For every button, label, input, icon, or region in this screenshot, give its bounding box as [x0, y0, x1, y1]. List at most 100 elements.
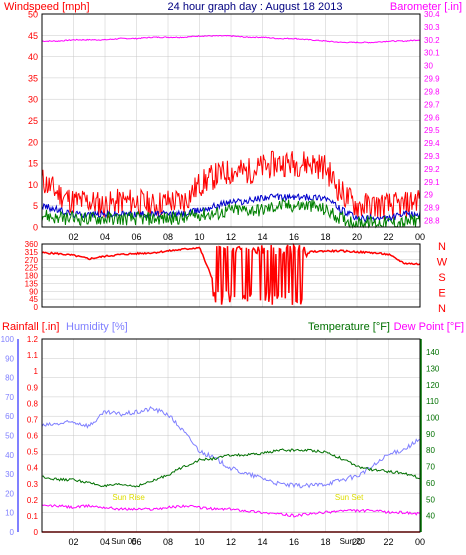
barometer-tick-label: 28.8: [424, 217, 440, 226]
humidity-tick-label: 80: [5, 374, 14, 383]
barometer-tick-label: 29.6: [424, 113, 440, 122]
compass-label: N: [438, 241, 446, 253]
windspeed-axis-title: Windspeed [mph]: [4, 1, 90, 13]
rainfall-tick-label: 0.2: [27, 496, 39, 505]
barometer-tick-labels: 28.8 28.9 29 29.1 29.2 29.3 29.4 29.5 29.6 29.7 29…: [424, 10, 440, 226]
temp-hour-tick-label: 20: [352, 537, 362, 547]
humidity-tick-label: 70: [5, 393, 14, 402]
temperature-tick-label: 140: [426, 348, 440, 357]
humidity-line: [41, 406, 421, 489]
humidity-tick-label: 20: [5, 489, 14, 498]
compass-label: W: [437, 257, 448, 269]
wind-hour-tick-label: 22: [383, 232, 393, 242]
compass-label: N: [438, 303, 446, 315]
temp-hour-tick-label: 00: [415, 537, 425, 547]
windspeed-tick-label: 25: [28, 116, 38, 126]
sun-annotation: Sun Set: [335, 493, 364, 502]
temp-hour-tick-label: 22: [383, 537, 393, 547]
direction-line: [41, 242, 421, 305]
windspeed-tick-label: 30: [28, 95, 38, 105]
rainfall-tick-label: 0.8: [27, 399, 39, 408]
direction-series: [41, 242, 421, 305]
wind-hour-tick-label: 04: [100, 232, 110, 242]
temp-hour-tick-label: 12: [226, 537, 236, 547]
wind-hour-tick-label: 12: [226, 232, 236, 242]
temp-hour-tick-label: 02: [68, 537, 78, 547]
barometer-tick-label: 30.2: [424, 36, 440, 45]
compass-label: S: [438, 272, 445, 284]
rainfall-tick-label: 1.2: [27, 335, 39, 344]
rainfall-tick-label: 1: [34, 367, 39, 376]
barometer-tick-label: 30.3: [424, 23, 440, 32]
temp-side-axes: 0 10 20 30 40 50 60 70 80 90 100 0 0.1 0.2 0.3 0.4 0.5 0.…: [1, 335, 440, 537]
windspeed-tick-label: 20: [28, 137, 38, 147]
rainfall-tick-label: 0.3: [27, 480, 39, 489]
barometer-tick-label: 29.4: [424, 139, 440, 148]
sun-annotations: Sun Rise Sun Set Sun 05 Sun 20: [111, 493, 365, 546]
sun-annotation: Sun 20: [340, 537, 366, 546]
barometer-tick-label: 29.2: [424, 165, 440, 174]
temp-hour-tick-label: 14: [257, 537, 267, 547]
temperature-tick-label: 120: [426, 381, 440, 390]
barometer-tick-label: 29.1: [424, 178, 440, 187]
chart-title: 24 hour graph day : August 18 2013: [168, 1, 343, 13]
wind-plot-frame: [41, 13, 421, 228]
rainfall-axis-title: Rainfall [.in]: [2, 321, 59, 333]
direction-tick-label: 360: [25, 240, 39, 249]
temperature-tick-label: 90: [426, 430, 435, 439]
temp-hour-tick-label: 16: [289, 537, 299, 547]
direction-plot-frame: [41, 243, 421, 308]
barometer-tick-label: 29: [424, 191, 433, 200]
wind-hour-tick-label: 02: [68, 232, 78, 242]
barometer-tick-label: 29.3: [424, 152, 440, 161]
humidity-tick-label: 10: [5, 509, 14, 518]
barometer-tick-label: 29.5: [424, 126, 440, 135]
humidity-tick-label: 50: [5, 432, 14, 441]
humidity-tick-label: 90: [5, 354, 14, 363]
gust-line: [41, 150, 421, 220]
temperature-tick-label: 70: [426, 463, 435, 472]
wind-hour-tick-label: 20: [352, 232, 362, 242]
direction-tick-label: 90: [29, 287, 38, 296]
barometer-tick-label: 29.7: [424, 100, 440, 109]
rainfall-tick-label: 0.7: [27, 415, 39, 424]
temperature-tick-label: 40: [426, 512, 435, 521]
temperature-humidity-panel: Rainfall [.in] Humidity [%] Temperature …: [1, 321, 464, 547]
temperature-tick-label: 50: [426, 495, 435, 504]
rainfall-tick-label: 0: [34, 528, 39, 537]
barometer-tick-label: 29.8: [424, 87, 440, 96]
barometer-tick-label: 28.9: [424, 204, 440, 213]
windspeed-tick-label: 45: [28, 31, 38, 41]
windspeed-tick-label: 0: [33, 223, 38, 233]
wind-hour-tick-label: 14: [257, 232, 267, 242]
temp-hour-tick-label: 06: [131, 537, 141, 547]
wind-hour-tick-labels: 02 04 06 08 10 12 14 16 18 20 22 00: [68, 232, 425, 242]
humidity-tick-label: 100: [1, 335, 15, 344]
sun-annotation: Sun Rise: [112, 493, 145, 502]
barometer-axis-title: Barometer [.in]: [390, 1, 462, 13]
temperature-tick-label: 130: [426, 364, 440, 373]
temperature-axis-title: Temperature [°F]: [308, 321, 390, 333]
wind-hour-tick-label: 06: [131, 232, 141, 242]
temp-hour-tick-label: 04: [100, 537, 110, 547]
humidity-tick-label: 60: [5, 412, 14, 421]
rainfall-tick-label: 0.6: [27, 432, 39, 441]
humidity-axis-title: Humidity [%]: [66, 321, 128, 333]
humidity-tick-label: 40: [5, 451, 14, 460]
windspeed-tick-label: 50: [28, 10, 38, 20]
rainfall-tick-label: 0.5: [27, 448, 39, 457]
temp-hour-tick-label: 08: [163, 537, 173, 547]
wind-hour-tick-label: 10: [194, 232, 204, 242]
direction-tick-label: 225: [25, 264, 39, 273]
wind-hour-tick-label: 08: [163, 232, 173, 242]
barometer-tick-label: 29.9: [424, 75, 440, 84]
humidity-tick-label: 0: [10, 528, 15, 537]
temperature-tick-label: 80: [426, 446, 435, 455]
humidity-tick-label: 30: [5, 470, 14, 479]
compass-label: E: [438, 288, 445, 300]
temperature-line: [41, 448, 421, 488]
